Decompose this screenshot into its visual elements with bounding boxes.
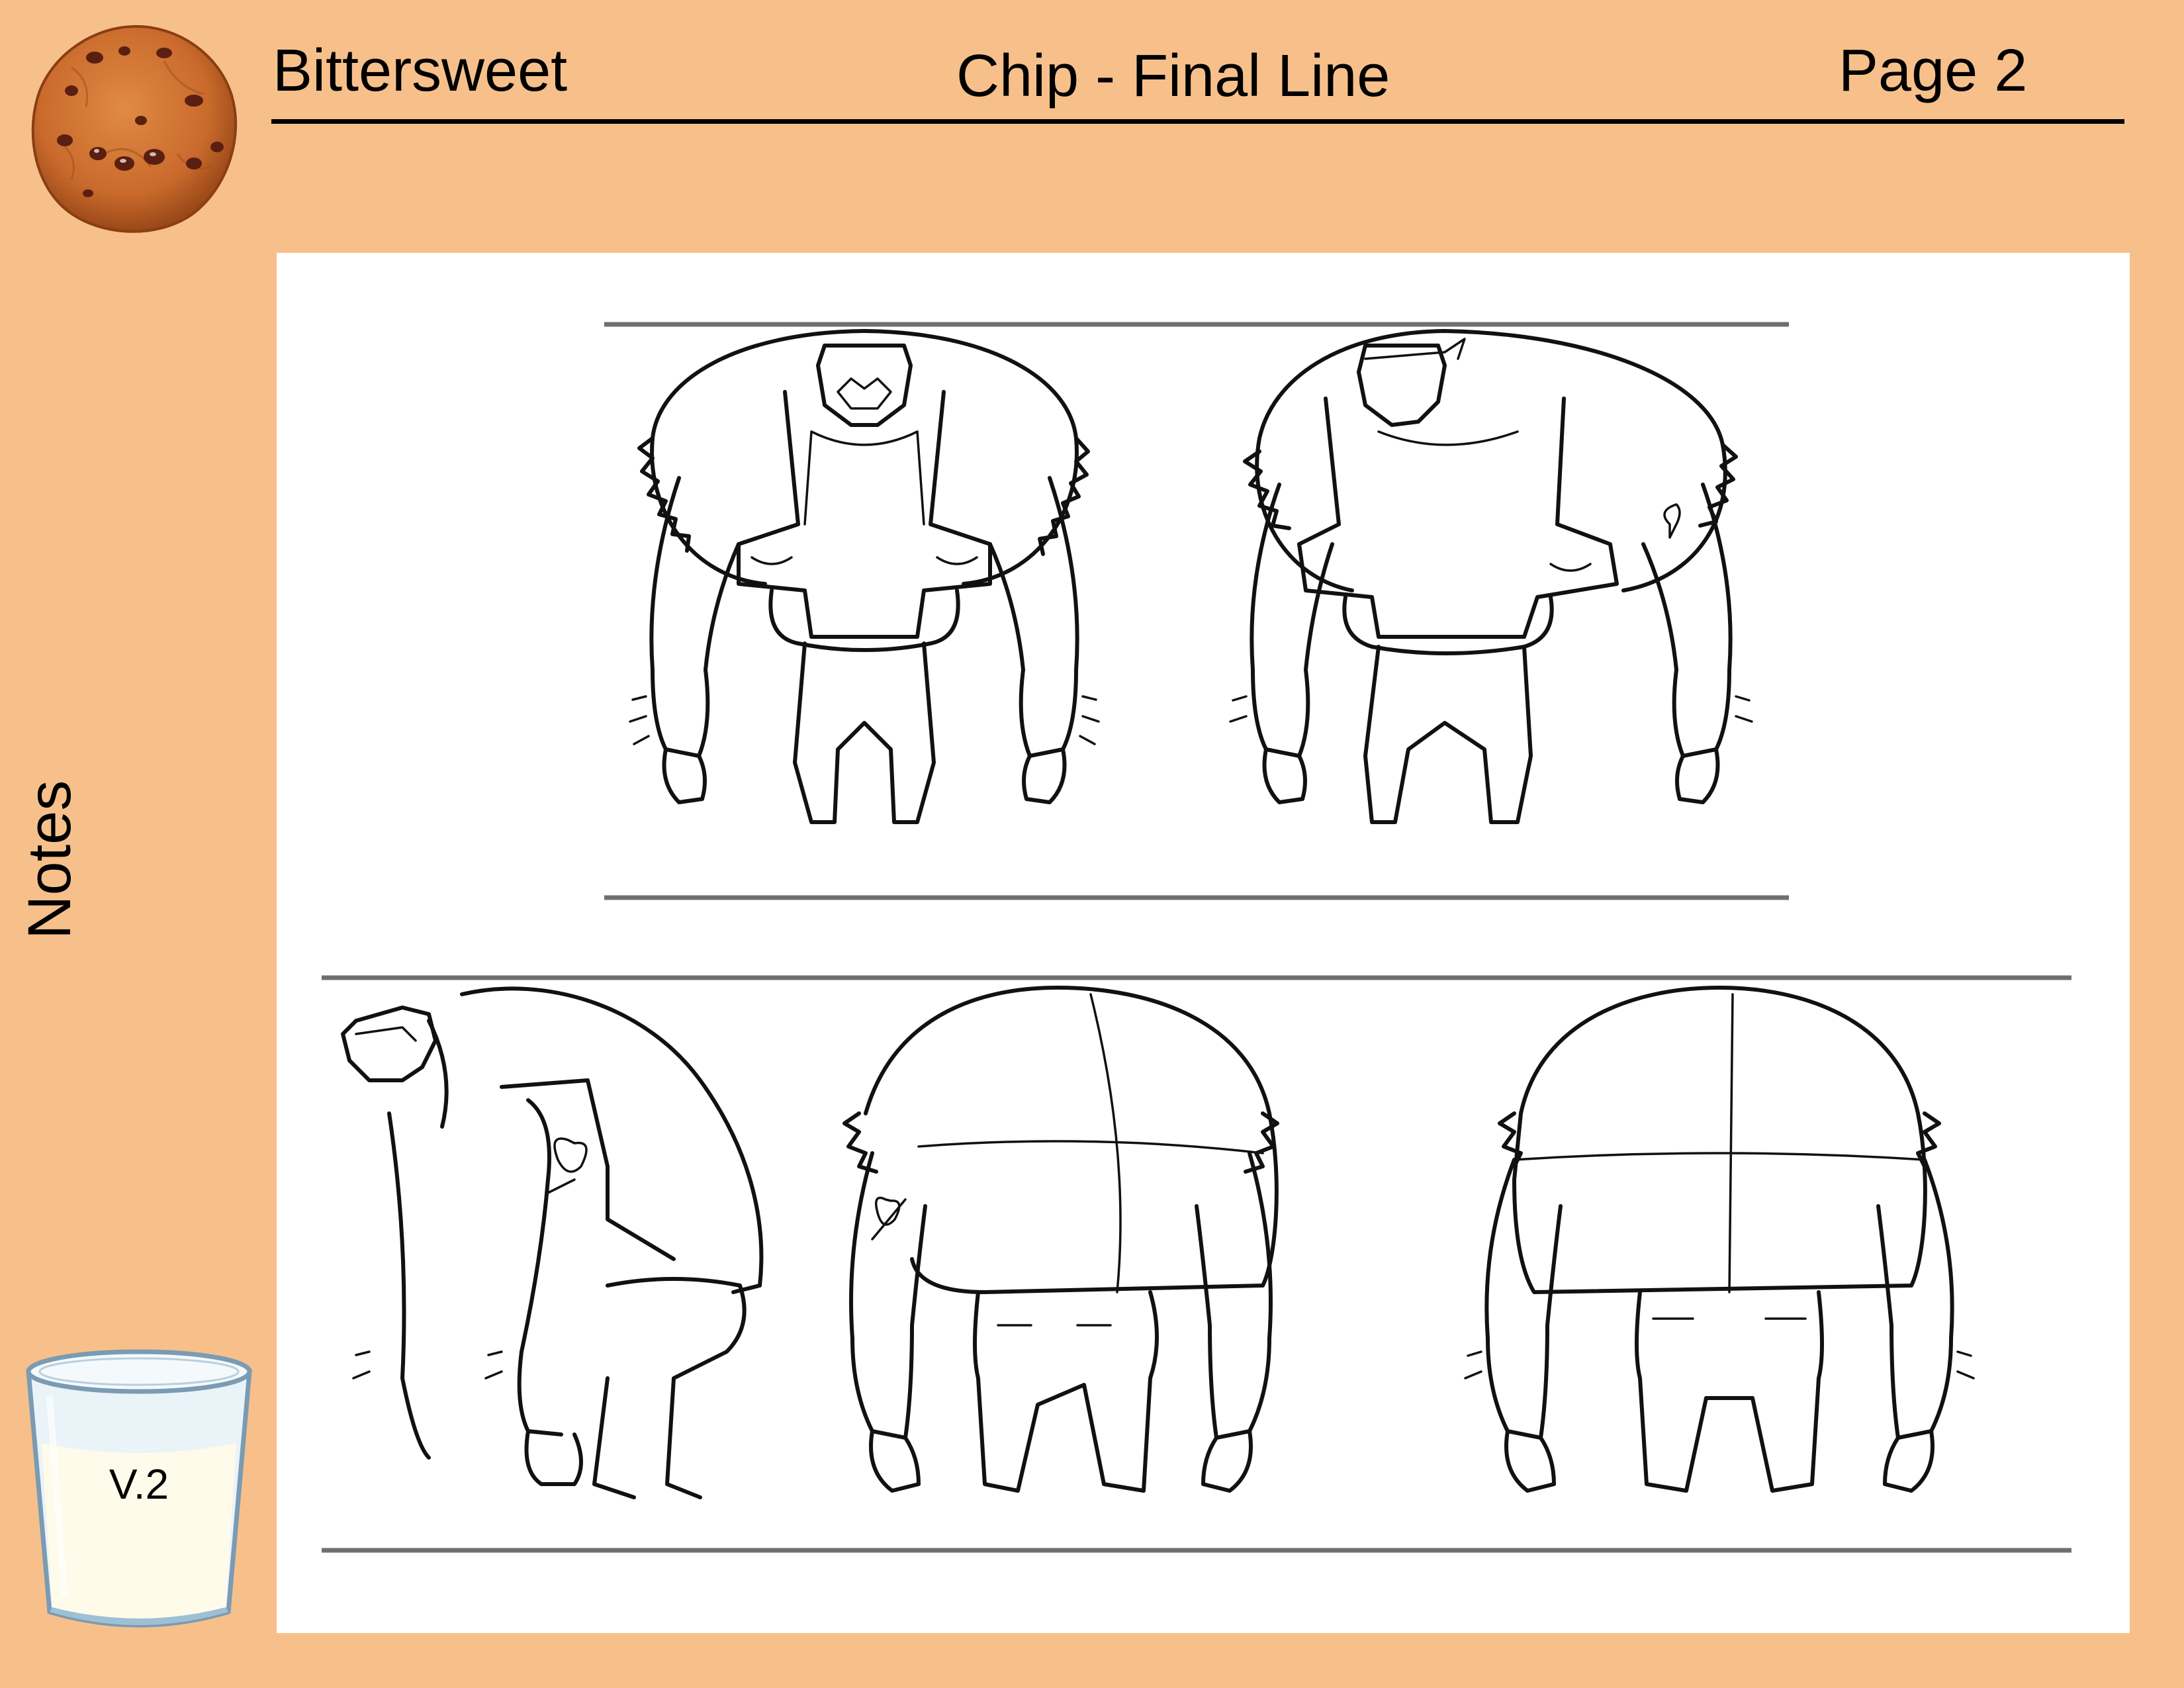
- three-quarter-front-view-figure: [1229, 329, 1753, 824]
- side-view-figure: [341, 986, 764, 1499]
- front-view-figure: [629, 329, 1100, 824]
- three-quarter-back-view-figure: [842, 986, 1279, 1493]
- back-view-figure: [1464, 986, 1975, 1493]
- page-number: Page 2: [1839, 38, 2028, 104]
- version-label: V.2: [109, 1460, 169, 1508]
- sheet-title: Chip - Final Line: [956, 43, 1390, 109]
- drawing-sheet: [277, 253, 2130, 1633]
- project-title: Bittersweet: [273, 38, 568, 104]
- cookie-icon: [31, 24, 238, 233]
- header-divider: [271, 119, 2124, 124]
- notes-label: Notes: [16, 780, 83, 939]
- milk-glass-icon: [26, 1349, 252, 1628]
